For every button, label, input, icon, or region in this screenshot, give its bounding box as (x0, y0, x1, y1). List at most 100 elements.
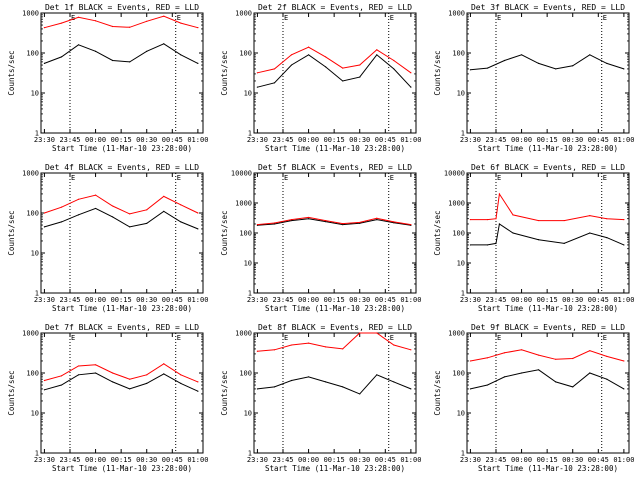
plot-frame (253, 332, 417, 454)
series-lld-point (273, 349, 276, 351)
series-events-point (623, 388, 625, 390)
series-lld-point (486, 218, 489, 221)
plot-frame (40, 172, 204, 294)
series-lld-point (623, 360, 625, 362)
series-events-point (503, 59, 506, 62)
event-flag: E (390, 14, 394, 22)
y-tick-label: 1000 (235, 330, 252, 338)
series-events-point (486, 384, 489, 386)
panel-title: Det 1f BLACK = Events, RED = LLD (45, 3, 199, 12)
series-lld-point (376, 49, 378, 51)
series-lld-point (606, 218, 608, 220)
series-lld-point (43, 379, 46, 382)
series-events-point (77, 44, 80, 46)
event-flag: E (603, 174, 607, 182)
y-tick-label: 1 (461, 130, 465, 138)
x-tick-label: 00:00 (298, 456, 319, 464)
series-events-point (163, 210, 165, 212)
detector-panel-7: Det 7f BLACK = Events, RED = LLD 1 10 100 10… (7, 323, 208, 473)
series-events-point (129, 388, 131, 390)
series-events-point (376, 54, 378, 56)
x-tick-label: 00:45 (375, 296, 396, 304)
x-tick-label: 00:00 (298, 296, 319, 304)
plot-frame (466, 332, 630, 454)
x-axis-label: Start Time (11-Mar-10 23:28:00) (265, 304, 405, 313)
series-lld-point (94, 194, 97, 196)
y-tick-label: 100 (239, 230, 252, 238)
series-lld-point (520, 349, 523, 351)
y-tick-label: 10 (457, 90, 465, 98)
series-lld-point (342, 223, 344, 225)
series-lld-point (43, 27, 46, 29)
series-events-point (325, 66, 327, 68)
y-axis-label: Counts/sec (220, 210, 229, 255)
series-lld-point (307, 46, 310, 48)
x-tick-label: 23:30 (247, 456, 268, 464)
series-events-point (469, 69, 472, 71)
panel-title: Det 6f BLACK = Events, RED = LLD (471, 163, 625, 172)
y-tick-label: 10 (457, 260, 465, 268)
detector-panel-5: Det 5f BLACK = Events, RED = LLD 1 10 100 10… (220, 163, 421, 313)
series-lld-point (163, 363, 165, 365)
x-tick-label: 23:45 (59, 296, 80, 304)
x-tick-label: 00:30 (136, 456, 157, 464)
y-tick-label: 1 (248, 290, 252, 298)
y-tick-label: 1000 (22, 330, 39, 338)
series-lld-point (290, 54, 293, 56)
series-events-line (257, 374, 412, 395)
y-tick-label: 100 (26, 50, 39, 58)
x-tick-label: 23:45 (485, 456, 506, 464)
series-events-point (572, 386, 574, 388)
x-tick-label: 23:30 (34, 456, 55, 464)
x-tick-label: 01:00 (613, 136, 634, 144)
series-events-point (60, 56, 63, 58)
series-lld-point (393, 59, 395, 62)
x-axis-label: Start Time (11-Mar-10 23:28:00) (52, 304, 192, 313)
series-lld-point (495, 218, 497, 220)
x-tick-label: 01:00 (613, 456, 634, 464)
series-lld-point (273, 68, 276, 70)
panel-title: Det 2f BLACK = Events, RED = LLD (258, 3, 412, 12)
event-flag: E (177, 334, 181, 342)
event-flag: E (71, 174, 75, 182)
series-events-point (273, 386, 276, 388)
series-events-line (44, 43, 199, 64)
series-events-point (623, 68, 625, 70)
x-axis-label: Start Time (11-Mar-10 23:28:00) (52, 144, 192, 153)
series-lld-point (376, 217, 378, 219)
series-events-point (146, 222, 148, 224)
series-lld-point (180, 22, 182, 24)
y-tick-label: 1000 (22, 170, 39, 178)
series-events-point (163, 43, 165, 45)
series-events-point (180, 54, 182, 56)
x-tick-label: 00:45 (375, 136, 396, 144)
series-events-point (469, 244, 472, 246)
x-tick-label: 23:30 (460, 296, 481, 304)
y-tick-label: 10 (31, 90, 39, 98)
y-tick-label: 10 (244, 90, 252, 98)
event-flag: E (177, 14, 181, 22)
panel-title: Det 9f BLACK = Events, RED = LLD (471, 323, 625, 332)
x-tick-label: 23:30 (34, 296, 55, 304)
x-tick-label: 00:00 (298, 136, 319, 144)
series-lld-point (60, 375, 63, 377)
event-flag: E (390, 174, 394, 182)
series-lld-line (470, 349, 625, 362)
y-axis-label: Counts/sec (220, 370, 229, 415)
x-axis-label: Start Time (11-Mar-10 23:28:00) (52, 464, 192, 473)
x-tick-label: 00:00 (85, 136, 106, 144)
y-tick-label: 1000 (448, 200, 465, 208)
x-tick-label: 00:45 (588, 136, 609, 144)
x-tick-label: 00:00 (85, 456, 106, 464)
y-tick-label: 100 (239, 370, 252, 378)
x-tick-label: 00:30 (136, 136, 157, 144)
series-events-point (469, 388, 472, 390)
x-tick-label: 00:30 (349, 456, 370, 464)
y-tick-label: 1 (248, 130, 252, 138)
detector-panel-9: Det 9f BLACK = Events, RED = LLD 1 10 100 10… (433, 323, 634, 473)
y-tick-label: 1 (35, 130, 39, 138)
x-tick-label: 01:00 (187, 296, 208, 304)
series-events-point (77, 214, 80, 216)
x-tick-label: 23:45 (272, 456, 293, 464)
x-tick-label: 00:15 (324, 136, 345, 144)
